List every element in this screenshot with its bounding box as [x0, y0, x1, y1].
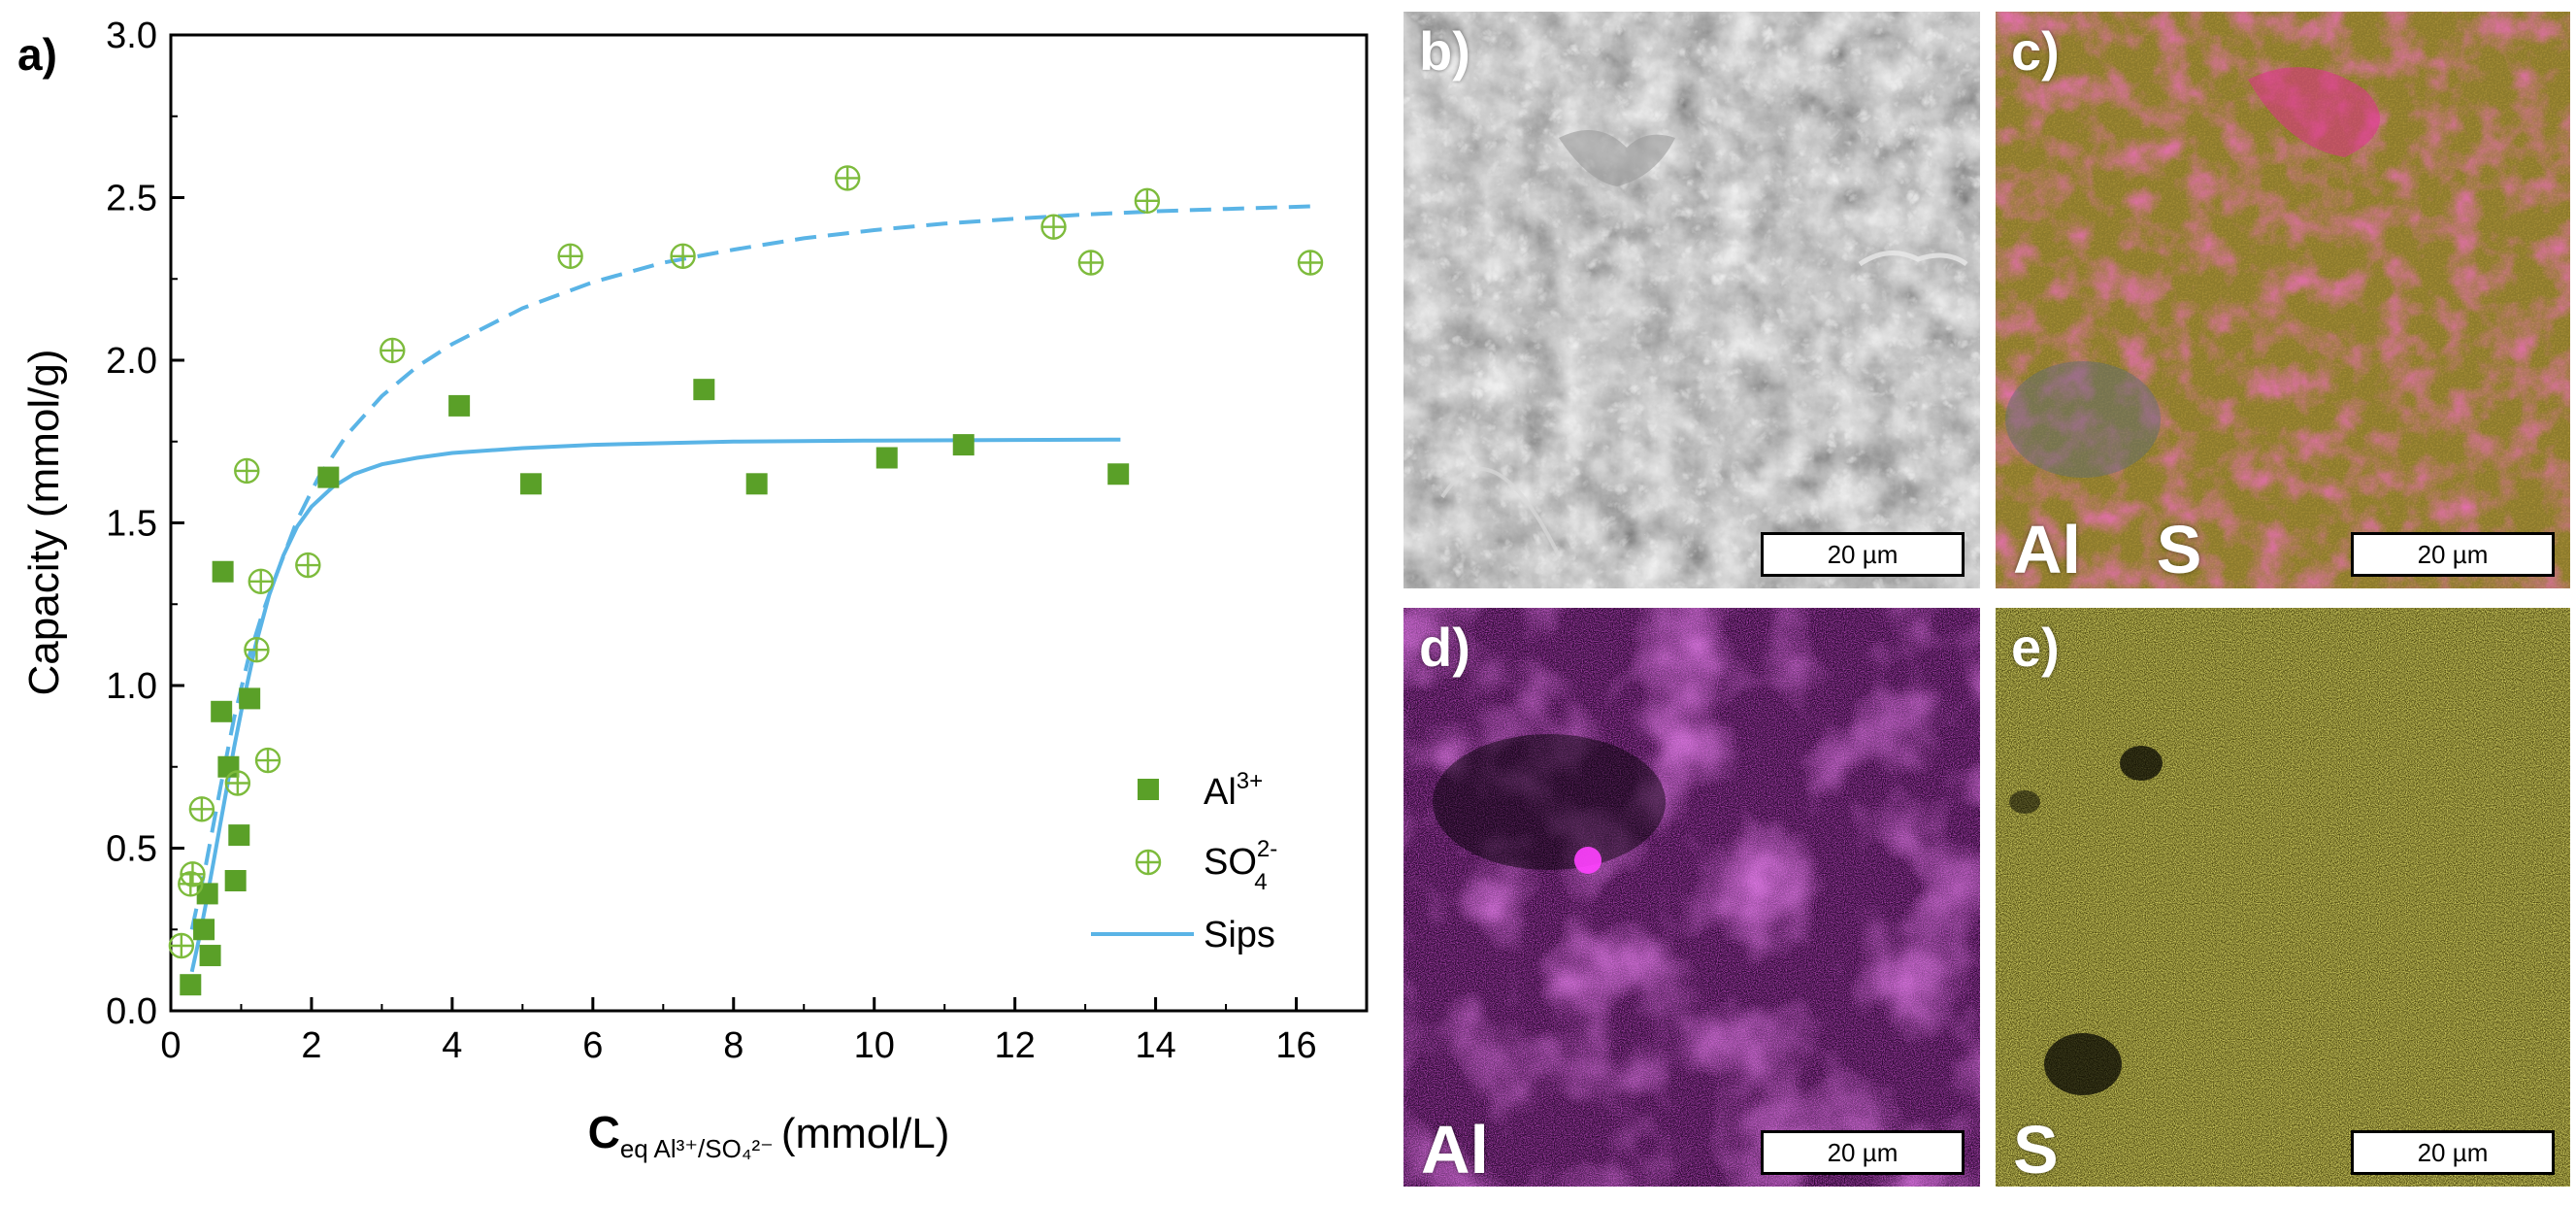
x-tick-label: 8: [723, 1025, 743, 1066]
data-point-al: [952, 434, 974, 456]
data-point-al: [224, 870, 247, 891]
plot-frame: [169, 33, 1369, 1013]
data-point-so4: [1297, 250, 1324, 276]
y-tick-label: 1.0: [106, 666, 157, 707]
data-point-so4: [295, 552, 321, 579]
element-label-c: Al S: [2013, 512, 2202, 587]
scale-bar-e: 20 µm: [2351, 1130, 2555, 1175]
data-point-al: [1107, 463, 1130, 485]
scale-bar-b: 20 µm: [1761, 532, 1965, 577]
data-point-so4: [1134, 187, 1161, 215]
data-point-al: [875, 447, 898, 469]
overlay-map: [1996, 12, 2570, 588]
panel-label-c: c): [2011, 20, 2060, 82]
data-point-al: [212, 560, 234, 583]
x-tick-label: 12: [995, 1025, 1036, 1066]
data-point-so4: [224, 770, 251, 796]
fit-line-al: [189, 437, 1121, 973]
data-point-al: [317, 466, 340, 488]
data-point-al: [199, 945, 221, 967]
data-point-al: [193, 919, 215, 941]
data-point-so4: [244, 636, 270, 663]
x-tick-label: 4: [442, 1025, 462, 1066]
s-map-panel: e) S 20 µm: [1996, 608, 2570, 1187]
element-label-e: S: [2013, 1112, 2059, 1187]
x-tick-label: 16: [1275, 1025, 1316, 1066]
y-tick-label: 1.5: [106, 504, 157, 545]
data-point-al: [520, 473, 543, 495]
data-point-al: [228, 824, 250, 847]
data-point-so4: [1040, 214, 1067, 240]
data-point-al: [196, 883, 218, 905]
x-axis-label-unit: (mmol/L): [781, 1110, 950, 1157]
data-point-al: [448, 394, 471, 417]
x-tick-label: 2: [301, 1025, 321, 1066]
data-point-so4: [188, 796, 215, 822]
y-tick-label: 2.5: [106, 179, 157, 219]
data-point-so4: [557, 243, 583, 269]
x-axis-label-sub: eq Al³⁺/SO₄²⁻: [620, 1134, 774, 1163]
data-point-al: [745, 473, 768, 495]
al-map-panel: d) Al 20 µm: [1404, 608, 1980, 1187]
y-tick-label: 3.0: [106, 16, 157, 56]
panel-label-d: d): [1419, 617, 1470, 678]
sem-image: [1404, 12, 1980, 588]
x-tick-label: 10: [854, 1025, 895, 1066]
capacity-chart: 0 2 4 6 8 10 12 14 16 0.0 0.5 1.0 1.5 2.0 2.5 3.0 a) Ca…: [17, 16, 1369, 1163]
panel-label-e: e): [2011, 617, 2060, 678]
data-point-al: [211, 700, 233, 722]
x-tick-label: 6: [582, 1025, 603, 1066]
y-tick-label: 2.0: [106, 341, 157, 382]
y-axis-label: Capacity (mmol/g): [20, 350, 68, 696]
x-tick-label: 0: [160, 1025, 181, 1066]
x-tick-label: 14: [1135, 1025, 1175, 1066]
legend-label-al: Al3+: [1204, 768, 1263, 813]
sem-image-panel: b) 20 µm: [1404, 12, 1980, 588]
scale-bar-d: 20 µm: [1761, 1130, 1965, 1175]
legend-marker-so4: [1135, 849, 1162, 876]
data-point-so4: [834, 165, 861, 191]
x-axis-label: Ceq Al³⁺/SO₄²⁻ (mmol/L): [588, 1107, 950, 1163]
data-point-so4: [254, 747, 281, 774]
data-point-so4: [234, 457, 260, 485]
y-tick-label: 0.5: [106, 829, 157, 870]
x-axis-label-main: C: [588, 1107, 620, 1157]
y-tick-label: 0.0: [106, 991, 157, 1032]
scale-bar-c: 20 µm: [2351, 532, 2555, 577]
panel-label-a: a): [17, 29, 57, 80]
legend-label-so4: SO2-4: [1204, 836, 1277, 895]
al-map: [1404, 608, 1980, 1187]
legend: Al3+ SO2-4 Sips: [1091, 768, 1277, 955]
legend-marker-al: [1138, 779, 1159, 800]
data-point-so4: [670, 243, 696, 269]
panel-label-b: b): [1419, 20, 1470, 82]
element-label-d: Al: [1421, 1112, 1489, 1187]
s-map: [1996, 608, 2570, 1187]
data-point-so4: [380, 337, 406, 364]
data-point-al: [693, 379, 715, 401]
data-point-al: [239, 687, 261, 710]
fit-line-so4: [189, 204, 1311, 930]
data-point-al: [180, 974, 202, 996]
data-point-so4: [168, 932, 195, 959]
data-point-so4: [1077, 250, 1105, 276]
overlay-map-panel: c) Al S 20 µm: [1996, 12, 2570, 588]
data-point-so4: [248, 568, 274, 594]
data-point-so4: [180, 861, 206, 887]
legend-label-sips: Sips: [1204, 915, 1275, 955]
